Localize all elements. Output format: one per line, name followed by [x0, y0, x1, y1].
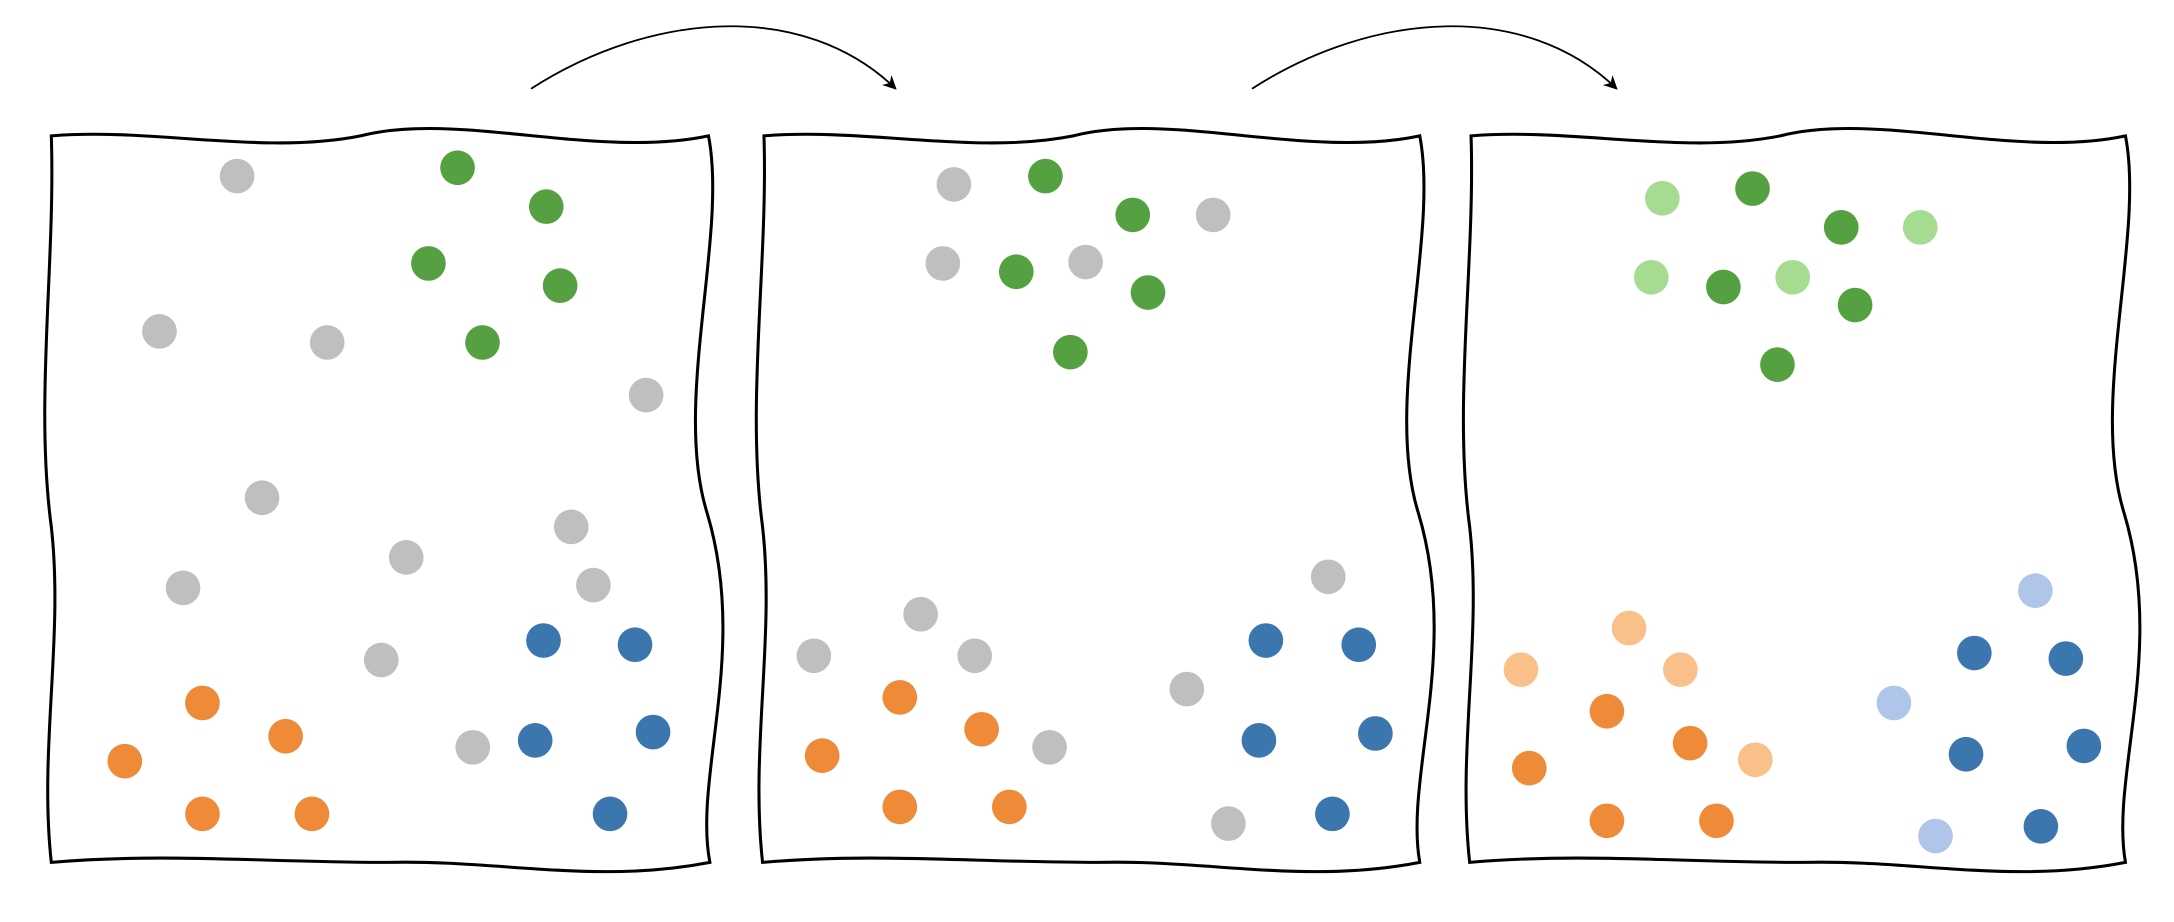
point-orange-light — [1663, 652, 1698, 687]
arrow-icon — [1252, 26, 1617, 88]
point-orange — [964, 712, 999, 747]
point-unlabeled — [364, 643, 399, 678]
point-green — [1028, 159, 1063, 194]
point-green — [1706, 270, 1741, 305]
point-green — [440, 150, 475, 185]
point-orange — [992, 790, 1027, 825]
point-orange — [882, 790, 917, 825]
point-unlabeled — [455, 730, 490, 765]
point-orange-light — [1504, 652, 1539, 687]
point-unlabeled — [903, 597, 938, 632]
point-orange — [1512, 751, 1547, 786]
point-blue — [1358, 716, 1393, 751]
point-blue — [2049, 641, 2084, 676]
point-blue — [1315, 797, 1350, 832]
point-unlabeled — [1068, 245, 1103, 280]
point-green — [999, 254, 1034, 289]
panel-rearranged-points — [797, 159, 1393, 841]
point-unlabeled — [245, 480, 280, 515]
point-green — [529, 189, 564, 224]
point-unlabeled — [220, 159, 255, 194]
point-green-light — [1645, 181, 1680, 216]
panel-initial-frame — [45, 129, 723, 872]
point-orange — [805, 738, 840, 773]
point-green — [1115, 198, 1150, 233]
point-orange — [1673, 726, 1708, 761]
point-blue — [2067, 729, 2102, 764]
point-unlabeled — [166, 571, 201, 606]
point-unlabeled — [389, 540, 424, 575]
point-orange — [185, 797, 220, 832]
point-green — [1760, 347, 1795, 382]
point-orange — [268, 719, 303, 754]
point-unlabeled — [1211, 806, 1246, 841]
point-unlabeled — [1032, 730, 1067, 765]
point-green — [1838, 288, 1873, 323]
point-blue — [1242, 723, 1277, 758]
point-unlabeled — [142, 314, 177, 349]
point-blue — [636, 715, 671, 750]
point-blue — [2024, 809, 2059, 844]
point-unlabeled — [957, 638, 992, 673]
point-unlabeled — [554, 510, 589, 545]
point-orange — [882, 680, 917, 715]
point-blue — [1949, 737, 1984, 772]
point-green — [1824, 210, 1859, 245]
point-green — [411, 246, 446, 281]
point-green-light — [1775, 260, 1810, 295]
point-orange — [1590, 803, 1625, 838]
point-orange — [107, 744, 142, 779]
point-unlabeled — [1311, 559, 1346, 594]
point-blue — [593, 797, 628, 832]
point-unlabeled — [1169, 672, 1204, 707]
point-unlabeled — [629, 378, 664, 413]
point-unlabeled — [310, 325, 345, 360]
panel-rearranged-frame — [756, 129, 1434, 872]
point-orange — [295, 797, 330, 832]
point-orange — [1699, 803, 1734, 838]
point-green — [465, 325, 500, 360]
point-blue — [618, 627, 653, 662]
point-green — [1735, 171, 1770, 206]
point-blue — [518, 723, 553, 758]
point-green-light — [1903, 210, 1938, 245]
point-orange — [185, 686, 220, 721]
point-blue-light — [2018, 573, 2053, 608]
point-green — [543, 268, 578, 303]
point-blue — [1957, 636, 1992, 671]
point-unlabeled — [576, 568, 611, 603]
point-unlabeled — [1196, 198, 1231, 233]
data-points — [107, 150, 2101, 853]
point-orange — [1590, 694, 1625, 729]
point-orange-light — [1738, 742, 1773, 777]
point-green — [1131, 275, 1166, 310]
point-unlabeled — [937, 167, 972, 202]
point-green — [1053, 335, 1088, 370]
point-green-light — [1634, 260, 1669, 295]
point-blue — [1249, 623, 1284, 658]
point-unlabeled — [925, 246, 960, 281]
panel-initial-points — [107, 150, 670, 831]
point-unlabeled — [797, 638, 832, 673]
arrow-icon — [531, 26, 896, 88]
point-blue — [526, 623, 561, 658]
point-blue — [1341, 627, 1376, 662]
point-blue-light — [1877, 686, 1912, 721]
point-orange-light — [1612, 611, 1647, 646]
point-blue-light — [1918, 819, 1953, 854]
panel-labeled-points — [1504, 171, 2102, 853]
panel-labeled-frame — [1463, 129, 2139, 872]
